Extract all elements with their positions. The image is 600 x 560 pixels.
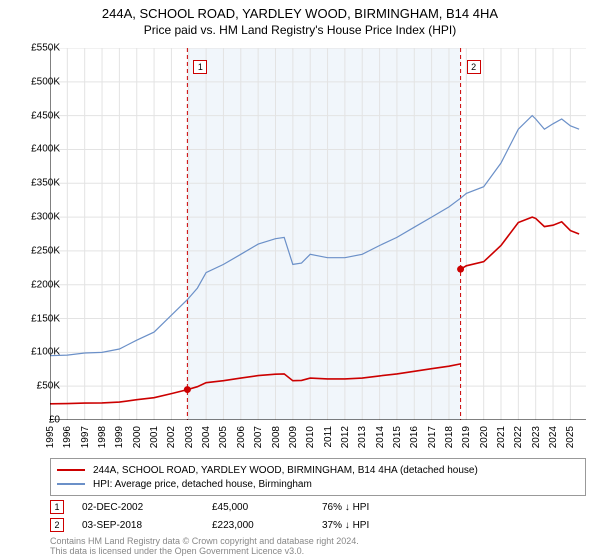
- sale-price: £45,000: [212, 502, 322, 513]
- x-tick-label: 2000: [132, 426, 143, 448]
- legend-swatch: [57, 469, 85, 471]
- y-tick-label: £300K: [31, 212, 60, 223]
- x-tick-label: 2010: [305, 426, 316, 448]
- legend-row: HPI: Average price, detached house, Birm…: [57, 477, 579, 491]
- x-tick-label: 2023: [531, 426, 542, 448]
- x-tick-label: 2020: [479, 426, 490, 448]
- x-tick-label: 2003: [184, 426, 195, 448]
- footer-line2: This data is licensed under the Open Gov…: [50, 546, 359, 556]
- sale-marker-box: 1: [50, 500, 64, 514]
- legend-swatch: [57, 483, 85, 485]
- sale-rows: 1 02-DEC-2002£45,00076% ↓ HPI 2 03-SEP-2018…: [50, 498, 442, 534]
- y-tick-label: £500K: [31, 76, 60, 87]
- x-tick-label: 2014: [375, 426, 386, 448]
- x-tick-label: 1998: [97, 426, 108, 448]
- x-tick-label: 2013: [357, 426, 368, 448]
- x-tick-label: 2006: [236, 426, 247, 448]
- y-tick-label: £550K: [31, 43, 60, 54]
- x-tick-label: 2007: [253, 426, 264, 448]
- y-tick-label: £200K: [31, 279, 60, 290]
- x-tick-label: 2012: [340, 426, 351, 448]
- x-tick-label: 2002: [166, 426, 177, 448]
- chart-area: [50, 48, 586, 420]
- sale-row: 2 03-SEP-2018£223,00037% ↓ HPI: [50, 516, 442, 534]
- legend-label: HPI: Average price, detached house, Birm…: [93, 479, 312, 490]
- y-tick-label: £100K: [31, 347, 60, 358]
- sale-pct: 76% ↓ HPI: [322, 502, 442, 513]
- sale-price: £223,000: [212, 520, 322, 531]
- title-block: 244A, SCHOOL ROAD, YARDLEY WOOD, BIRMING…: [0, 0, 600, 38]
- x-tick-label: 1997: [80, 426, 91, 448]
- sale-date: 02-DEC-2002: [82, 502, 212, 513]
- x-tick-label: 2001: [149, 426, 160, 448]
- y-tick-label: £50K: [37, 381, 60, 392]
- x-tick-label: 1996: [62, 426, 73, 448]
- marker-number-box: 2: [467, 60, 481, 74]
- x-tick-label: 2019: [461, 426, 472, 448]
- footer-line1: Contains HM Land Registry data © Crown c…: [50, 536, 359, 546]
- chart-svg: [50, 48, 586, 420]
- x-tick-label: 2017: [427, 426, 438, 448]
- legend: 244A, SCHOOL ROAD, YARDLEY WOOD, BIRMING…: [50, 458, 586, 496]
- x-tick-label: 2015: [392, 426, 403, 448]
- x-tick-label: 1999: [114, 426, 125, 448]
- x-tick-label: 2004: [201, 426, 212, 448]
- x-tick-label: 2025: [565, 426, 576, 448]
- sale-marker-box: 2: [50, 518, 64, 532]
- y-tick-label: £0: [49, 415, 60, 426]
- x-tick-label: 2024: [548, 426, 559, 448]
- x-tick-label: 2022: [513, 426, 524, 448]
- x-tick-label: 2016: [409, 426, 420, 448]
- marker-number-box: 1: [193, 60, 207, 74]
- legend-label: 244A, SCHOOL ROAD, YARDLEY WOOD, BIRMING…: [93, 465, 478, 476]
- x-tick-label: 2018: [444, 426, 455, 448]
- y-tick-label: £350K: [31, 178, 60, 189]
- sale-pct: 37% ↓ HPI: [322, 520, 442, 531]
- x-tick-label: 2011: [323, 426, 334, 448]
- sale-row: 1 02-DEC-2002£45,00076% ↓ HPI: [50, 498, 442, 516]
- y-tick-label: £250K: [31, 245, 60, 256]
- footer-text: Contains HM Land Registry data © Crown c…: [50, 536, 359, 557]
- chart-container: 244A, SCHOOL ROAD, YARDLEY WOOD, BIRMING…: [0, 0, 600, 560]
- legend-row: 244A, SCHOOL ROAD, YARDLEY WOOD, BIRMING…: [57, 463, 579, 477]
- x-tick-label: 1995: [45, 426, 56, 448]
- title-line2: Price paid vs. HM Land Registry's House …: [0, 23, 600, 39]
- title-line1: 244A, SCHOOL ROAD, YARDLEY WOOD, BIRMING…: [0, 6, 600, 23]
- x-tick-label: 2021: [496, 426, 507, 448]
- x-tick-label: 2009: [288, 426, 299, 448]
- sale-date: 03-SEP-2018: [82, 520, 212, 531]
- y-tick-label: £450K: [31, 110, 60, 121]
- x-tick-label: 2008: [271, 426, 282, 448]
- y-tick-label: £400K: [31, 144, 60, 155]
- x-tick-label: 2005: [218, 426, 229, 448]
- y-tick-label: £150K: [31, 313, 60, 324]
